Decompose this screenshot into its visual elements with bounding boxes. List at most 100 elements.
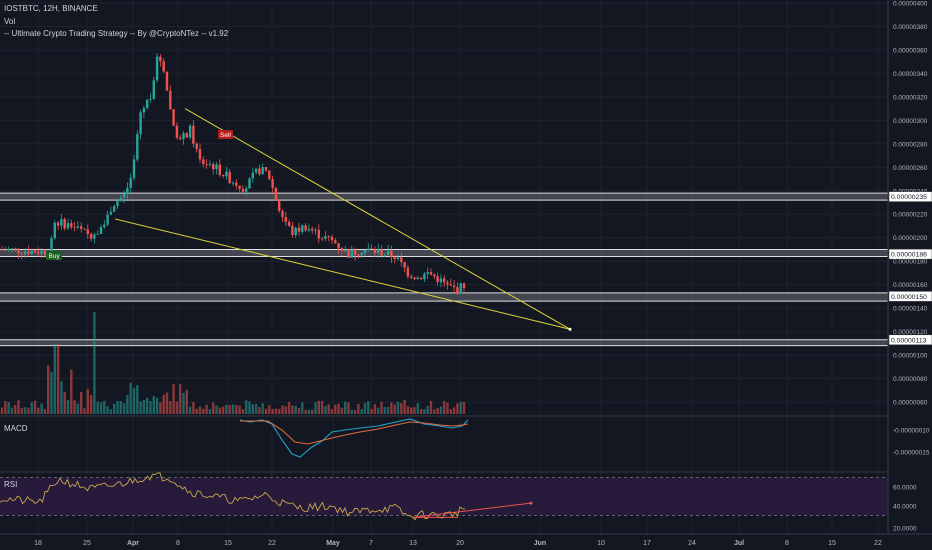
candle xyxy=(7,249,10,251)
candle xyxy=(198,149,202,160)
rsi-tick-label: 60.0000 xyxy=(893,485,917,492)
candle xyxy=(274,187,278,201)
candle xyxy=(367,248,370,250)
volume-bar xyxy=(99,402,103,414)
volume-bar xyxy=(254,403,258,414)
candle xyxy=(291,225,294,236)
candle xyxy=(357,254,360,256)
candle xyxy=(103,224,106,227)
macd-tick-label: -0.00000015 xyxy=(893,450,930,457)
candle xyxy=(337,243,340,249)
time-tick-label: Jul xyxy=(734,540,744,547)
candle xyxy=(146,99,149,109)
volume-bar xyxy=(241,409,245,414)
candle xyxy=(33,250,37,253)
candle xyxy=(281,210,284,218)
grid xyxy=(0,0,888,534)
volume-bar xyxy=(182,392,185,414)
candle xyxy=(119,197,122,202)
candle xyxy=(340,248,344,251)
candle xyxy=(136,134,139,160)
rsi-label: RSI xyxy=(4,480,18,489)
volume-bar xyxy=(370,408,373,414)
volume-bar xyxy=(66,400,70,414)
candle xyxy=(400,257,403,263)
candle xyxy=(419,277,423,280)
volume-bar xyxy=(205,404,208,414)
volume-bar xyxy=(301,402,304,414)
candle xyxy=(215,164,218,170)
time-tick-label: 8 xyxy=(785,540,789,547)
candle xyxy=(10,248,14,250)
zone-0-00000186 xyxy=(0,249,888,257)
candles xyxy=(0,53,466,295)
candle xyxy=(175,125,179,138)
candle xyxy=(330,236,334,241)
volume-bar xyxy=(311,409,314,414)
candle xyxy=(17,248,20,254)
candle xyxy=(261,167,264,175)
volume-bar xyxy=(294,405,297,414)
volume-bar xyxy=(436,408,439,414)
volume-bar xyxy=(37,407,40,414)
price-tick-label: 0.00000300 xyxy=(893,118,928,125)
candle xyxy=(30,250,33,254)
volume-bar xyxy=(380,402,383,414)
price-tick-label: 0.00000340 xyxy=(893,71,928,78)
price-tick-label: 0.00000100 xyxy=(893,353,928,360)
volume-bar xyxy=(360,409,363,414)
volume-bar xyxy=(337,403,340,414)
candle xyxy=(155,56,159,81)
volume-bar xyxy=(89,395,93,414)
candle xyxy=(152,80,155,99)
candle xyxy=(258,168,261,175)
candle xyxy=(80,226,83,229)
volume-bar xyxy=(367,401,370,414)
time-tick-label: Jun xyxy=(534,540,546,547)
time-tick-label: 10 xyxy=(597,540,605,547)
volume-bar xyxy=(228,405,231,414)
volume-bar xyxy=(4,401,7,414)
candle xyxy=(452,285,456,288)
volume-bar xyxy=(231,404,235,414)
price-tick-label: 0.00000060 xyxy=(893,400,928,407)
volume-bar xyxy=(284,406,287,414)
level-tag-label: 0.00000235 xyxy=(891,194,927,201)
candle xyxy=(314,229,317,231)
volume-bar xyxy=(452,407,456,414)
volume-bar xyxy=(192,402,195,414)
volume-bar xyxy=(443,400,446,414)
volume-bar xyxy=(347,402,350,414)
volume-bar xyxy=(109,409,113,414)
volume-bars xyxy=(0,312,466,414)
price-tick-label: 0.00000280 xyxy=(893,141,928,148)
level-tag xyxy=(888,334,932,346)
candle xyxy=(241,188,245,192)
volume-bar xyxy=(410,407,413,414)
volume-bar xyxy=(103,400,106,414)
volume-bar xyxy=(439,406,443,414)
candle xyxy=(169,90,172,110)
candle xyxy=(436,276,439,283)
candle xyxy=(307,228,311,231)
price-axis-bg xyxy=(888,0,932,550)
candle xyxy=(350,249,353,258)
candle xyxy=(129,177,132,188)
volume-bar xyxy=(456,403,459,414)
candle xyxy=(317,229,320,239)
volume-bar xyxy=(155,397,159,414)
volume-bar xyxy=(132,387,136,414)
level-tag-label: 0.00000186 xyxy=(891,252,927,259)
candle xyxy=(294,227,297,236)
volume-bar xyxy=(202,408,205,414)
volume-bar xyxy=(53,344,56,414)
volume-bar xyxy=(274,408,278,414)
volume-bar xyxy=(350,409,353,414)
time-tick-label: Apr xyxy=(127,540,139,547)
volume-bar xyxy=(248,401,251,414)
candle xyxy=(162,61,165,72)
candle xyxy=(93,234,96,239)
candle xyxy=(245,188,248,192)
time-tick-label: 18 xyxy=(34,540,42,547)
volume-bar xyxy=(304,409,307,414)
